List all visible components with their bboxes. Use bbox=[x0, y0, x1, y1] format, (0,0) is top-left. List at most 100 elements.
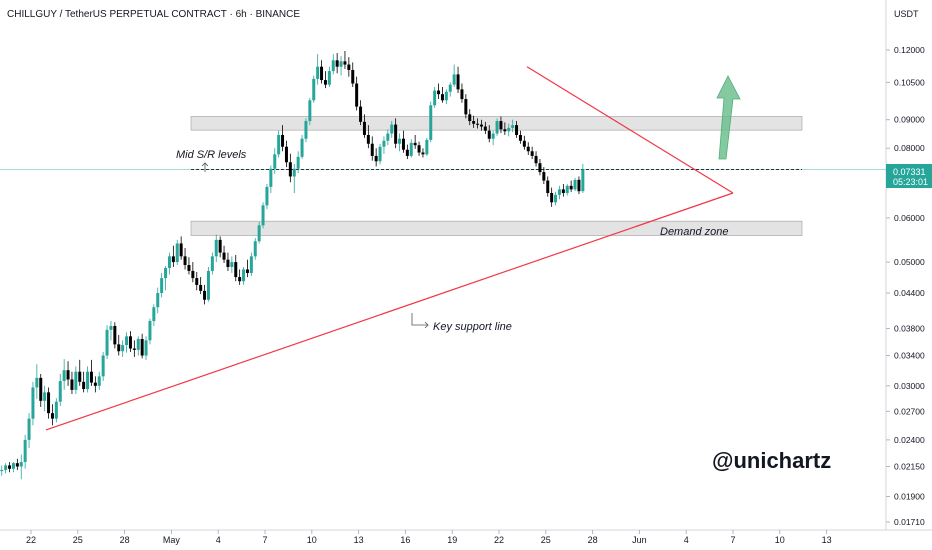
chart-title: CHILLGUY / TetherUS PERPETUAL CONTRACT ·… bbox=[7, 9, 300, 20]
bull-candle bbox=[152, 307, 156, 322]
bear-candle bbox=[245, 269, 249, 273]
bear-candle bbox=[476, 123, 480, 125]
bull-candle bbox=[265, 186, 269, 206]
price-tick-label: 0.09000 bbox=[894, 115, 925, 125]
bull-candle bbox=[257, 225, 261, 242]
demand-zone-label: Demand zone bbox=[660, 226, 729, 238]
bear-candle bbox=[238, 277, 242, 282]
time-tick-label: 10 bbox=[775, 535, 785, 545]
time-axis[interactable]: 22 25 28 May 4 7 10 13 16 19 22 25 28 Jun 4 7 10 13 bbox=[26, 530, 832, 545]
bull-candle bbox=[167, 256, 171, 268]
bull-candle bbox=[4, 465, 8, 470]
bull-candle bbox=[43, 392, 47, 401]
bull-candle bbox=[261, 205, 265, 226]
price-tick-label: 0.02700 bbox=[894, 406, 925, 416]
bear-candle bbox=[284, 146, 288, 163]
time-tick-label: Jun bbox=[632, 535, 647, 545]
bull-candle bbox=[398, 138, 402, 144]
price-tick-label: 0.10500 bbox=[894, 77, 925, 87]
bull-candle bbox=[31, 387, 35, 419]
time-tick-label: 25 bbox=[73, 535, 83, 545]
bear-candle bbox=[472, 121, 476, 124]
bear-candle bbox=[113, 326, 117, 345]
bull-candle bbox=[125, 336, 129, 346]
price-tick-label: 0.03000 bbox=[894, 381, 925, 391]
bear-candle bbox=[401, 138, 405, 150]
price-tick-label: 0.06000 bbox=[894, 213, 925, 223]
bull-candle bbox=[308, 100, 312, 122]
currency-label: USDT bbox=[894, 9, 919, 19]
bear-candle bbox=[191, 270, 195, 279]
bear-candle bbox=[515, 125, 519, 135]
bull-candle bbox=[304, 121, 308, 139]
bull-candle bbox=[105, 329, 109, 356]
bear-candle bbox=[66, 370, 70, 380]
bull-candle bbox=[296, 156, 300, 169]
price-tick-label: 0.04400 bbox=[894, 288, 925, 298]
bull-candle bbox=[19, 462, 23, 467]
bear-candle bbox=[370, 143, 374, 156]
time-tick-label: May bbox=[163, 535, 181, 545]
price-tick-label: 0.02400 bbox=[894, 435, 925, 445]
bear-candle bbox=[526, 146, 530, 152]
price-axis[interactable]: 0.120000.105000.090000.080000.070000.060… bbox=[886, 45, 925, 527]
key-support-trendline bbox=[45, 192, 734, 431]
mid-sr-arrow-icon bbox=[201, 162, 209, 172]
bear-candle bbox=[351, 69, 355, 84]
bull-candle bbox=[316, 66, 320, 79]
bear-candle bbox=[50, 413, 54, 419]
bear-candle bbox=[421, 152, 425, 155]
bear-candle bbox=[394, 124, 398, 144]
bear-candle bbox=[203, 290, 207, 300]
bull-candle bbox=[148, 321, 152, 341]
bear-candle bbox=[132, 348, 136, 350]
bull-candle bbox=[144, 340, 148, 356]
bull-candle bbox=[444, 91, 448, 101]
watermark: @unichartz bbox=[712, 448, 831, 473]
bull-candle bbox=[573, 179, 577, 190]
bear-candle bbox=[355, 83, 359, 107]
bear-candle bbox=[499, 121, 503, 130]
time-tick-label: 10 bbox=[307, 535, 317, 545]
candle-countdown: 05:23:01 bbox=[893, 177, 928, 187]
bear-candle bbox=[479, 124, 483, 127]
bear-candle bbox=[437, 90, 441, 95]
bull-candle bbox=[390, 124, 394, 134]
bull-candle bbox=[292, 168, 296, 177]
bull-candle bbox=[386, 133, 390, 141]
bear-candle bbox=[518, 134, 522, 141]
bull-candle bbox=[269, 168, 273, 187]
bull-candle bbox=[136, 338, 140, 350]
price-tick-label: 0.01900 bbox=[894, 491, 925, 501]
mid-sr-label: Mid S/R levels bbox=[176, 149, 247, 161]
sr-zone bbox=[190, 220, 803, 236]
bear-candle bbox=[550, 192, 554, 203]
bull-candle bbox=[448, 84, 452, 92]
bull-candle bbox=[409, 142, 413, 156]
bull-candle bbox=[27, 418, 31, 440]
bear-candle bbox=[561, 189, 565, 193]
bull-candle bbox=[210, 256, 214, 271]
bear-candle bbox=[199, 284, 203, 291]
bear-candle bbox=[468, 114, 472, 122]
bull-candle bbox=[230, 262, 234, 267]
bear-candle bbox=[343, 61, 347, 65]
time-tick-label: 7 bbox=[262, 535, 267, 545]
bull-candle bbox=[491, 133, 495, 139]
current-price-tag bbox=[886, 164, 932, 188]
bear-candle bbox=[413, 142, 417, 146]
time-tick-label: 25 bbox=[541, 535, 551, 545]
bull-candle bbox=[452, 74, 456, 85]
bear-candle bbox=[460, 89, 464, 100]
bull-candle bbox=[11, 463, 15, 469]
bull-candle bbox=[557, 189, 561, 195]
bear-candle bbox=[39, 377, 43, 401]
bear-candle bbox=[530, 151, 534, 156]
bear-candle bbox=[522, 140, 526, 147]
bull-candle bbox=[62, 370, 66, 382]
bull-candle bbox=[433, 90, 437, 106]
bear-candle bbox=[359, 106, 363, 122]
time-tick-label: 4 bbox=[216, 535, 221, 545]
time-tick-label: 19 bbox=[447, 535, 457, 545]
